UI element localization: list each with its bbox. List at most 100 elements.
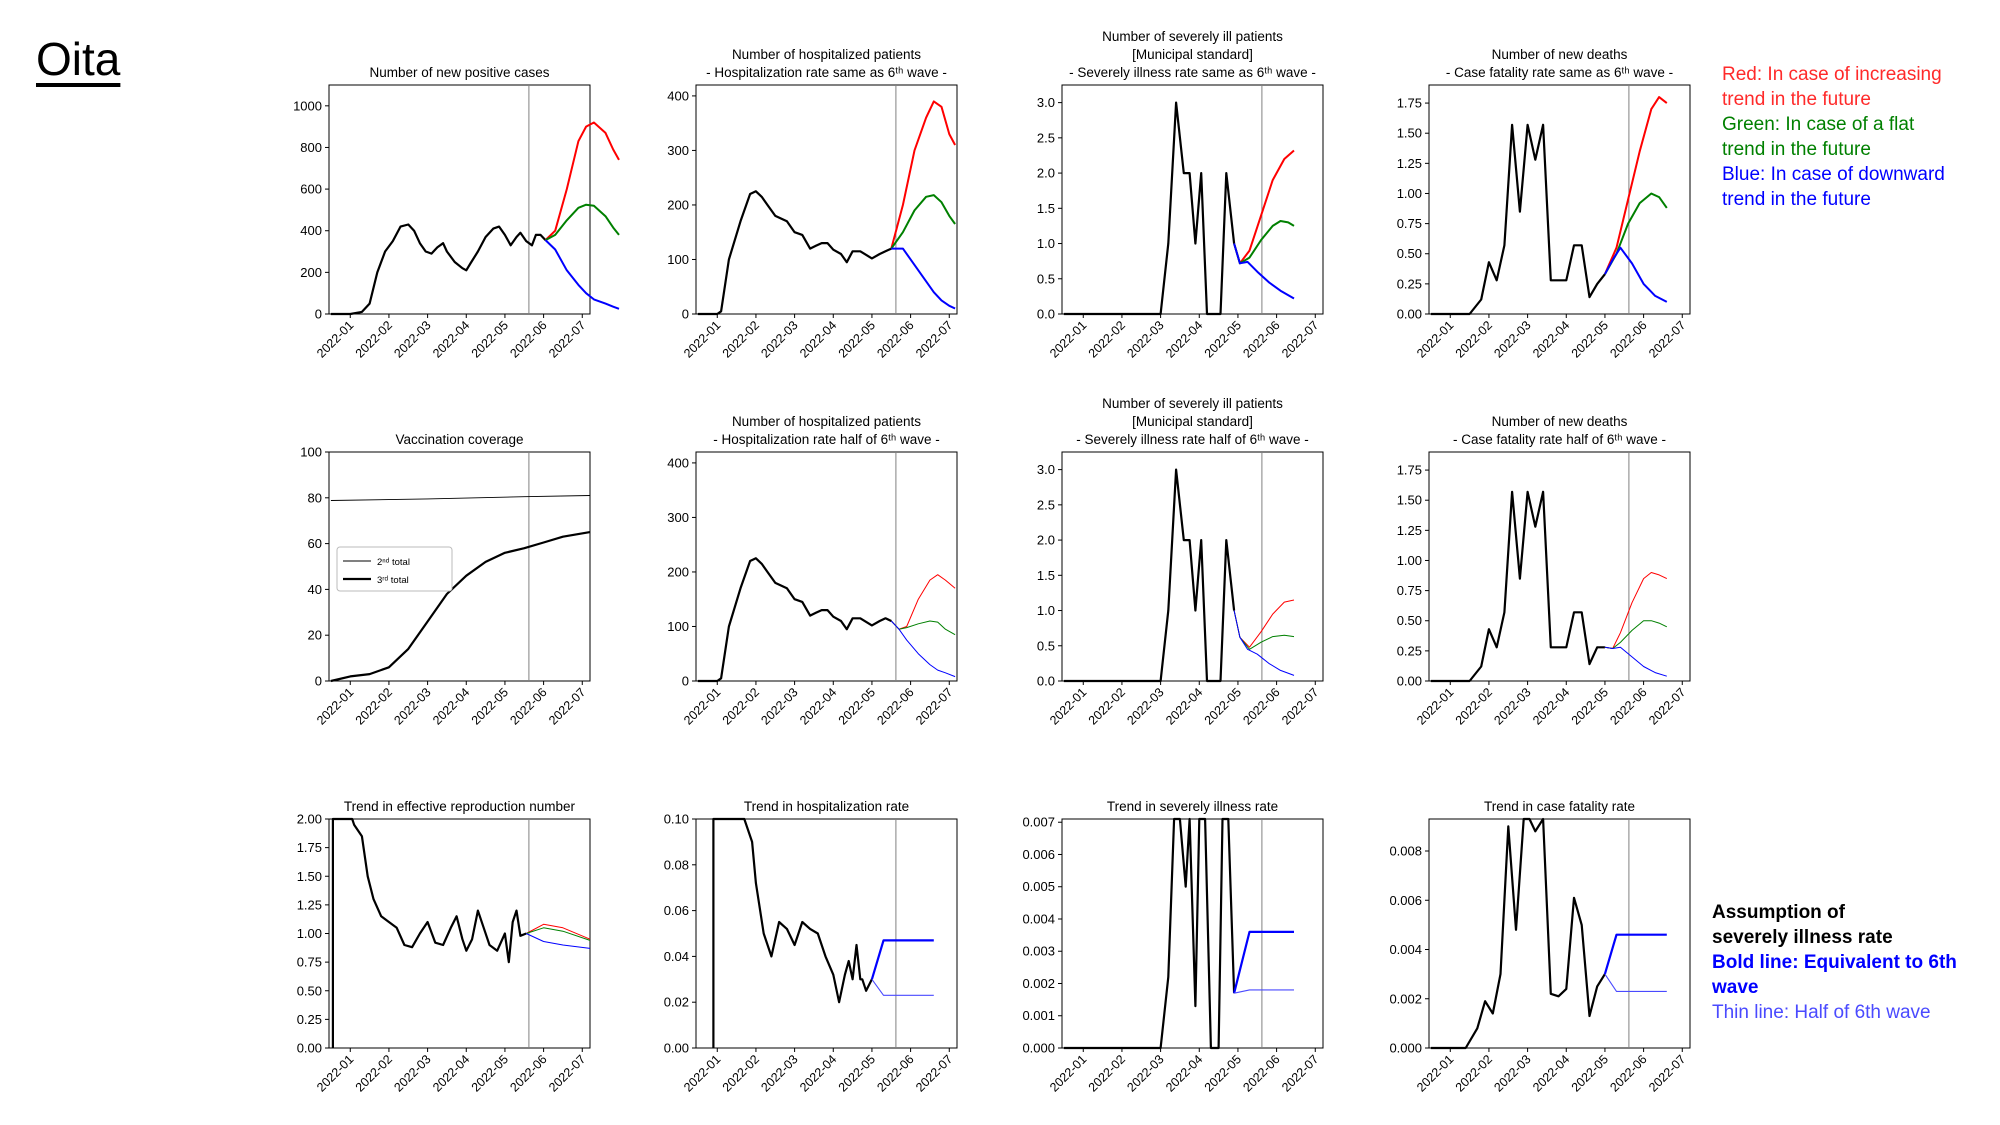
series-increasing <box>1604 572 1668 649</box>
y-tick-label: 60 <box>308 536 322 551</box>
y-tick-label: 1.0 <box>1037 603 1055 618</box>
series-flat <box>545 203 620 241</box>
x-tick-label: 2022-07 <box>913 1052 955 1094</box>
series-increasing <box>1233 599 1295 648</box>
x-tick-label: 2022-07 <box>1279 1052 1321 1094</box>
chart-title: Number of severely ill patients <box>1102 396 1283 411</box>
y-tick-label: 200 <box>667 564 689 579</box>
plot-frame <box>1428 451 1691 682</box>
chart-title: Trend in severely illness rate <box>1107 799 1278 814</box>
x-tick-label: 2022-04 <box>430 318 472 360</box>
series-thin-assumption <box>1233 989 1294 994</box>
chart-fatality-rate: Trend in case fatality rate 0.000 0.002 0.0… <box>1389 799 1691 1095</box>
series-observed <box>1430 123 1606 316</box>
plot-frame <box>1428 84 1691 315</box>
y-tick-label: 400 <box>300 223 322 238</box>
y-tick-label: 2.0 <box>1037 533 1055 548</box>
x-tick-label: 2022-06 <box>507 318 549 360</box>
x-tick-label: 2022-06 <box>874 685 916 727</box>
x-tick-label: 2022-02 <box>353 1052 395 1094</box>
series-observed <box>697 557 892 683</box>
y-tick-label: 1.50 <box>1397 493 1422 508</box>
x-tick-label: 2022-01 <box>1047 685 1089 727</box>
chart-title: [Municipal standard] <box>1132 414 1253 429</box>
y-tick-label: 1.25 <box>297 897 322 912</box>
y-tick-label: 0.50 <box>1397 246 1422 261</box>
y-tick-label: 0.75 <box>1397 583 1422 598</box>
chart-deaths-half: Number of new deaths - Case fatality rate… <box>1397 414 1691 728</box>
x-tick-label: 2022-05 <box>1202 318 1244 360</box>
chart-vaccination: Vaccination coverage0204060801002022-012… <box>300 432 591 728</box>
chart-title: - Case fatality rate half of 6ᵗʰ wave - <box>1453 432 1666 447</box>
chart-hosp-rate: Trend in hospitalization rate 0.00 0.02 0.0… <box>664 799 958 1095</box>
y-tick-label: 0.000 <box>1022 1041 1055 1056</box>
x-tick-label: 2022-03 <box>1491 318 1533 360</box>
series-downward <box>1233 610 1295 676</box>
chart-title: Trend in effective reproduction number <box>344 799 576 814</box>
y-tick-label: 0.25 <box>1397 643 1422 658</box>
x-tick-label: 2022-03 <box>758 318 800 360</box>
x-tick-label: 2022-01 <box>314 318 356 360</box>
x-tick-label: 2022-05 <box>469 318 511 360</box>
x-tick-label: 2022-06 <box>1240 1052 1282 1094</box>
y-tick-label: 100 <box>667 252 689 267</box>
plot-frame <box>1061 84 1324 315</box>
x-tick-label: 2022-07 <box>1279 685 1321 727</box>
x-tick-label: 2022-04 <box>430 1052 472 1094</box>
chart-title: Number of hospitalized patients <box>732 414 921 429</box>
legend-lines-bold: Bold line: Equivalent to 6th <box>1712 952 1957 973</box>
chart-title: Number of new deaths <box>1492 414 1628 429</box>
series-observed <box>712 817 873 1048</box>
y-tick-label: 0.5 <box>1037 638 1055 653</box>
y-tick-label: 1.75 <box>1397 463 1422 478</box>
series-downward <box>891 247 956 310</box>
x-tick-label: 2022-04 <box>797 318 839 360</box>
series-observed <box>1063 817 1236 1050</box>
x-tick-label: 2022-04 <box>797 685 839 727</box>
y-tick-label: 100 <box>300 445 322 460</box>
y-tick-label: 1.50 <box>1397 126 1422 141</box>
series-downward <box>890 620 956 678</box>
x-tick-label: 2022-06 <box>874 318 916 360</box>
series-third-dose <box>330 531 591 683</box>
y-tick-label: 0.50 <box>1397 613 1422 628</box>
x-tick-label: 2022-06 <box>507 685 549 727</box>
y-tick-label: 0.001 <box>1022 1008 1055 1023</box>
series-flat <box>1233 610 1295 650</box>
x-tick-label: 2022-04 <box>1163 1052 1205 1094</box>
x-tick-label: 2022-07 <box>1279 318 1321 360</box>
y-tick-label: 0.002 <box>1389 991 1422 1006</box>
series-bold-assumption <box>870 939 934 980</box>
y-tick-label: 1.00 <box>1397 186 1422 201</box>
x-tick-label: 2022-02 <box>1453 685 1495 727</box>
y-tick-label: 2.00 <box>297 812 322 827</box>
y-tick-label: 80 <box>308 490 322 505</box>
x-tick-label: 2022-02 <box>353 318 395 360</box>
series-observed <box>331 817 527 1048</box>
y-tick-label: 0.00 <box>1397 307 1422 322</box>
chart-title: Trend in case fatality rate <box>1484 799 1635 814</box>
series-second-dose <box>330 495 591 501</box>
y-tick-label: 0.00 <box>1397 674 1422 689</box>
y-tick-label: 1.25 <box>1397 523 1422 538</box>
series-downward <box>1604 646 1667 677</box>
chart-new-cases: Number of new positive cases 0 200 400 600 80… <box>293 65 620 361</box>
series-increasing <box>544 121 620 241</box>
x-tick-label: 2022-02 <box>720 1052 762 1094</box>
y-tick-label: 0.003 <box>1022 944 1055 959</box>
chart-title: - Hospitalization rate half of 6ᵗʰ wave … <box>713 432 940 447</box>
x-tick-label: 2022-05 <box>1569 685 1611 727</box>
y-tick-label: 0 <box>315 307 322 322</box>
y-tick-label: 0 <box>682 674 689 689</box>
legend-color-line: Green: In case of a flat <box>1722 114 1915 135</box>
x-tick-label: 2022-07 <box>913 685 955 727</box>
y-tick-label: 0 <box>682 307 689 322</box>
series-flat <box>890 194 956 250</box>
x-tick-label: 2022-01 <box>1414 318 1456 360</box>
chart-title: - Severely illness rate same as 6ᵗʰ wave… <box>1069 65 1316 80</box>
x-tick-label: 2022-01 <box>1047 318 1089 360</box>
x-tick-label: 2022-04 <box>797 1052 839 1094</box>
series-downward <box>544 239 620 310</box>
y-tick-label: 1000 <box>293 98 322 113</box>
x-tick-label: 2022-07 <box>546 318 588 360</box>
